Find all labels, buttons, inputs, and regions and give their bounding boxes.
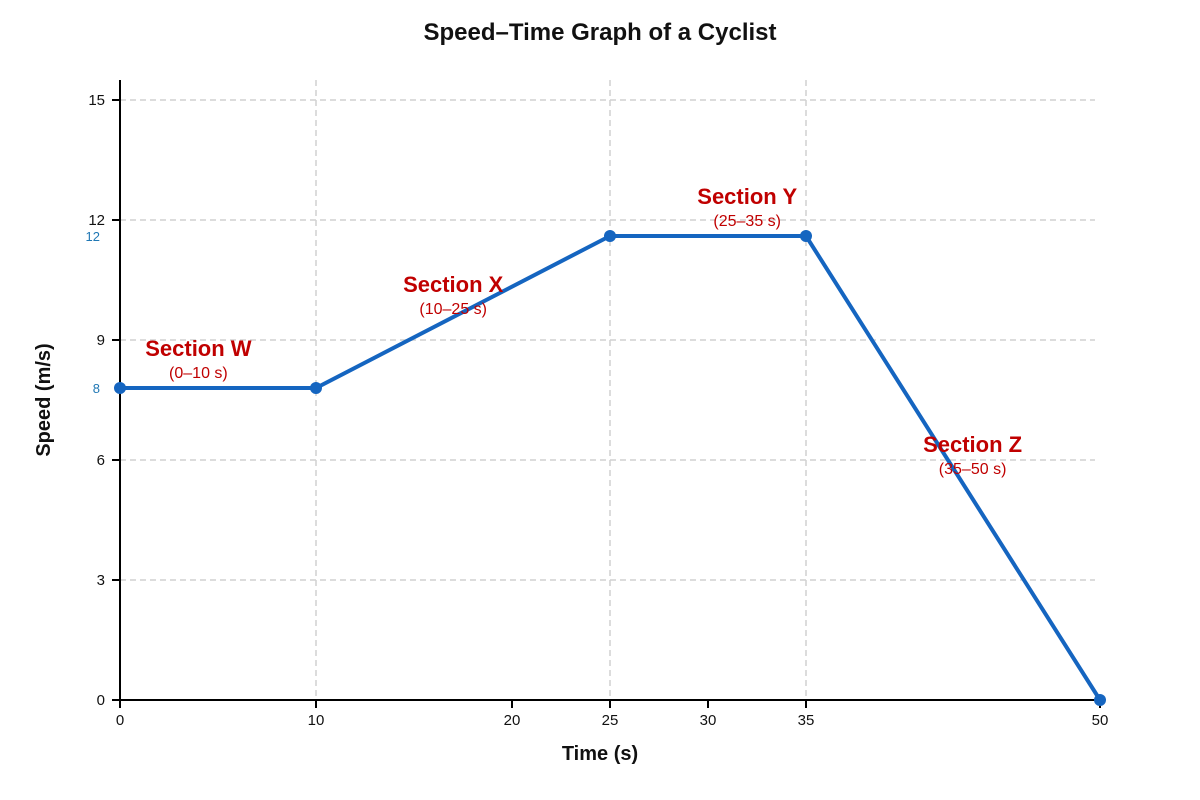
section-range-0: (0–10 s)	[169, 365, 228, 382]
x-tick-label-0: 0	[116, 712, 124, 729]
section-range-1: (10–25 s)	[419, 301, 487, 318]
y-axis-label: Speed (m/s)	[33, 343, 55, 456]
x-tick-label-20: 20	[504, 712, 521, 729]
y-tick-label-6: 6	[97, 452, 105, 469]
section-label-1: Section X	[403, 272, 504, 297]
data-point-2	[604, 230, 616, 242]
x-tick-label-10: 10	[308, 712, 325, 729]
value-label-8: 8	[93, 381, 100, 396]
axis-ticks: 0 10 20 25 30 35 50 0 3 6 9 12 15	[88, 92, 1108, 729]
x-tick-label-35: 35	[798, 712, 815, 729]
data-point-4	[1094, 694, 1106, 706]
y-tick-label-9: 9	[97, 332, 105, 349]
y-tick-label-15: 15	[88, 92, 105, 109]
data-point-3	[800, 230, 812, 242]
chart-title: Speed–Time Graph of a Cyclist	[423, 19, 776, 46]
section-range-3: (35–50 s)	[939, 461, 1007, 478]
value-labels: 12 8	[86, 229, 100, 396]
section-label-2: Section Y	[697, 184, 797, 209]
y-tick-label-3: 3	[97, 572, 105, 589]
x-tick-label-30: 30	[700, 712, 717, 729]
data-point-1	[310, 382, 322, 394]
x-tick-label-50: 50	[1092, 712, 1109, 729]
data-point-0	[114, 382, 126, 394]
y-tick-label-12: 12	[88, 212, 105, 229]
x-tick-label-25: 25	[602, 712, 619, 729]
speed-series	[114, 230, 1106, 706]
x-axis-label: Time (s)	[562, 743, 638, 765]
y-tick-label-0: 0	[97, 692, 105, 709]
value-label-12: 12	[86, 229, 100, 244]
section-label-3: Section Z	[923, 432, 1022, 457]
section-label-0: Section W	[145, 336, 252, 361]
section-annotations: Section W (0–10 s) Section X (10–25 s) Secti…	[145, 184, 1022, 478]
grid-lines	[120, 80, 1095, 700]
section-range-2: (25–35 s)	[713, 213, 781, 230]
